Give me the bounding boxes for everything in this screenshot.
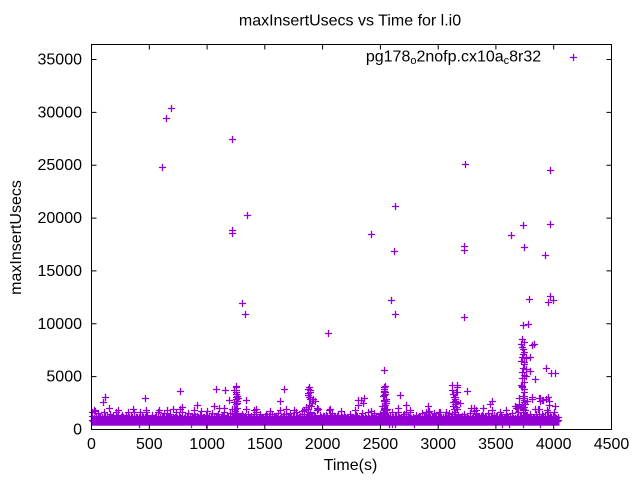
svg-text:25000: 25000 bbox=[38, 157, 83, 174]
svg-text:20000: 20000 bbox=[38, 210, 83, 227]
svg-text:1500: 1500 bbox=[247, 436, 283, 453]
svg-text:1000: 1000 bbox=[189, 436, 225, 453]
svg-text:2000: 2000 bbox=[305, 436, 341, 453]
svg-text:pg178o2nofp.cx10ac8r32: pg178o2nofp.cx10ac8r32 bbox=[366, 49, 541, 68]
svg-text:35000: 35000 bbox=[38, 52, 83, 69]
svg-text:0: 0 bbox=[73, 422, 82, 439]
svg-text:2500: 2500 bbox=[363, 436, 399, 453]
svg-text:5000: 5000 bbox=[46, 369, 82, 386]
svg-text:10000: 10000 bbox=[38, 316, 83, 333]
svg-text:0: 0 bbox=[87, 436, 96, 453]
svg-text:30000: 30000 bbox=[38, 104, 83, 121]
svg-text:4500: 4500 bbox=[594, 436, 630, 453]
svg-text:maxInsertUsecs: maxInsertUsecs bbox=[8, 180, 25, 295]
svg-text:500: 500 bbox=[136, 436, 163, 453]
svg-text:Time(s): Time(s) bbox=[324, 457, 378, 474]
svg-text:3000: 3000 bbox=[420, 436, 456, 453]
svg-text:3500: 3500 bbox=[478, 436, 514, 453]
svg-text:4000: 4000 bbox=[536, 436, 572, 453]
svg-text:15000: 15000 bbox=[38, 263, 83, 280]
svg-text:maxInsertUsecs vs Time for l.i: maxInsertUsecs vs Time for l.i0 bbox=[239, 13, 461, 30]
